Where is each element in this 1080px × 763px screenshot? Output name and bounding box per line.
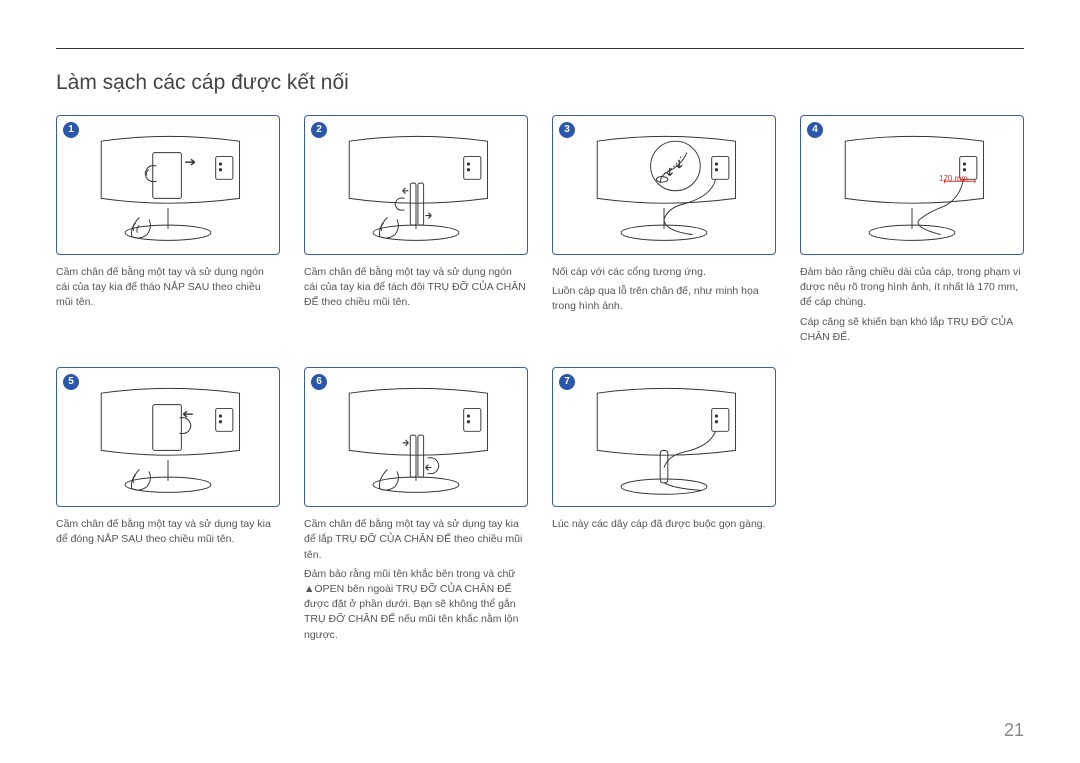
step-5: 5: [56, 367, 280, 647]
step-3-panel: 3: [552, 115, 776, 255]
step-3-caption: Nối cáp với các cổng tương ứng. Luồn cáp…: [552, 265, 776, 315]
caption-text: Cầm chân đế bằng một tay và sử dụng tay …: [56, 517, 280, 547]
step-4-caption: Đảm bảo rằng chiều dài của cáp, trong ph…: [800, 265, 1024, 345]
measurement-annotation: 170 mm: [939, 174, 968, 183]
step-2-caption: Cầm chân đế bằng một tay và sử dụng ngón…: [304, 265, 528, 311]
step-3: 3: [552, 115, 776, 349]
step-4-illustration: [801, 116, 1023, 254]
caption-text: Đảm bảo rằng mũi tên khắc bên trong và c…: [304, 567, 528, 643]
section-title: Làm sạch các cáp được kết nối: [56, 71, 1024, 95]
step-7-illustration: [553, 368, 775, 506]
step-1-illustration: [57, 116, 279, 254]
step-6-illustration: [305, 368, 527, 506]
step-2-panel: 2: [304, 115, 528, 255]
step-7: 7: [552, 367, 776, 647]
caption-text: Cầm chân đế bằng một tay và sử dụng ngón…: [304, 265, 528, 311]
caption-text: Nối cáp với các cổng tương ứng.: [552, 265, 776, 280]
caption-text: Đảm bảo rằng chiều dài của cáp, trong ph…: [800, 265, 1024, 311]
step-5-caption: Cầm chân đế bằng một tay và sử dụng tay …: [56, 517, 280, 547]
steps-grid: 1: [56, 115, 1024, 647]
step-7-caption: Lúc này các dây cáp đã được buộc gọn gàn…: [552, 517, 776, 532]
page-number: 21: [1004, 720, 1024, 741]
horizontal-rule: [56, 48, 1024, 49]
step-7-panel: 7: [552, 367, 776, 507]
step-1: 1: [56, 115, 280, 349]
step-6: 6: [304, 367, 528, 647]
step-3-illustration: [553, 116, 775, 254]
step-1-panel: 1: [56, 115, 280, 255]
step-5-illustration: [57, 368, 279, 506]
step-4: 4: [800, 115, 1024, 349]
step-2: 2: [304, 115, 528, 349]
caption-text: Cầm chân đế bằng một tay và sử dụng tay …: [304, 517, 528, 563]
caption-text: Lúc này các dây cáp đã được buộc gọn gàn…: [552, 517, 776, 532]
step-2-illustration: [305, 116, 527, 254]
caption-text: Cầm chân đế bằng một tay và sử dụng ngón…: [56, 265, 280, 311]
step-4-panel: 4: [800, 115, 1024, 255]
step-6-caption: Cầm chân đế bằng một tay và sử dụng tay …: [304, 517, 528, 643]
step-6-panel: 6: [304, 367, 528, 507]
caption-text: Luồn cáp qua lỗ trên chân đế, như minh h…: [552, 284, 776, 314]
step-1-caption: Cầm chân đế bằng một tay và sử dụng ngón…: [56, 265, 280, 311]
caption-text: Cáp căng sẽ khiến bạn khó lắp TRỤ ĐỠ CỦA…: [800, 315, 1024, 345]
step-5-panel: 5: [56, 367, 280, 507]
